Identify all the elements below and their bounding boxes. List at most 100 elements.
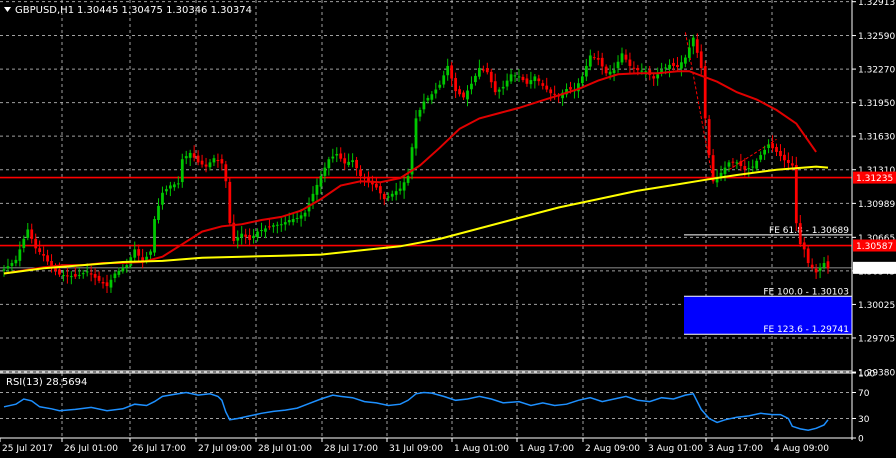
fibo-level-label: FE 123.6 - 1.29741 bbox=[763, 325, 849, 335]
candle-body bbox=[46, 255, 49, 262]
candle-body bbox=[153, 218, 156, 253]
candle-body bbox=[477, 68, 481, 77]
candle-body bbox=[771, 143, 774, 149]
moving-averages bbox=[3, 70, 829, 275]
candle-body bbox=[113, 273, 117, 279]
candle-body bbox=[632, 67, 636, 69]
candle-body bbox=[505, 80, 509, 87]
candle-body bbox=[561, 92, 564, 99]
candle-body bbox=[109, 279, 113, 288]
candle-body bbox=[664, 67, 667, 69]
time-tick-label: 26 Jul 17:00 bbox=[132, 444, 186, 454]
candle-body bbox=[533, 76, 537, 81]
candle-body bbox=[636, 67, 640, 71]
candle-body bbox=[719, 172, 723, 178]
candle-body bbox=[81, 273, 85, 275]
candle-body bbox=[497, 89, 501, 92]
candle-body bbox=[42, 254, 46, 256]
candle-body bbox=[390, 193, 394, 197]
time-tick-label: 2 Aug 09:00 bbox=[585, 444, 640, 454]
candle-body bbox=[347, 161, 351, 165]
candle-body bbox=[26, 229, 30, 238]
candle-body bbox=[541, 83, 545, 86]
candle-body bbox=[723, 167, 727, 174]
axis-frame bbox=[0, 0, 853, 440]
candle-body bbox=[438, 84, 442, 88]
time-tick-label: 3 Aug 17:00 bbox=[708, 444, 763, 454]
price-axis: 1.32913 1.32590 1.32270 1.31950 1.31630 1.313… bbox=[852, 0, 895, 379]
candle-body bbox=[319, 176, 323, 187]
candle-body bbox=[232, 222, 236, 242]
candle-body bbox=[644, 71, 648, 73]
candle-body bbox=[794, 164, 798, 224]
candle-body bbox=[763, 149, 767, 155]
candle-body bbox=[529, 80, 533, 85]
candle-body bbox=[359, 169, 362, 177]
candle-body bbox=[283, 222, 287, 225]
candle-body bbox=[699, 51, 703, 69]
candle-body bbox=[168, 185, 172, 189]
candle-body bbox=[295, 217, 299, 219]
price-tag-box bbox=[853, 239, 896, 252]
time-axis: 25 Jul 2017 26 Jul 01:00 26 Jul 17:00 27 Ju… bbox=[0, 438, 829, 454]
price-tags: 1.31235 1.30587 1.30374 bbox=[853, 171, 896, 274]
candle-body bbox=[125, 265, 129, 268]
candle-body bbox=[236, 237, 240, 241]
candle-body bbox=[54, 267, 57, 271]
price-tick-label: 1.31950 bbox=[858, 99, 895, 109]
candle-body bbox=[521, 76, 525, 81]
price-tick-label: 1.29380 bbox=[858, 369, 895, 379]
candle-body bbox=[759, 155, 763, 160]
candle-body bbox=[303, 212, 307, 217]
candles bbox=[2, 33, 830, 293]
candle-body bbox=[549, 89, 553, 94]
candle-body bbox=[489, 71, 493, 83]
candle-body bbox=[315, 184, 319, 195]
time-tick-label: 3 Aug 01:00 bbox=[648, 444, 703, 454]
candle-body bbox=[426, 97, 430, 101]
fibonacci-expansion: FE 61.8 - 1.30689 FE 100.0 - 1.30103 FE 12… bbox=[684, 32, 852, 335]
candle-body bbox=[402, 182, 406, 191]
candle-body bbox=[481, 69, 485, 71]
candle-body bbox=[149, 251, 152, 255]
candle-body bbox=[137, 249, 141, 256]
candle-body bbox=[240, 233, 244, 238]
header-arrow-icon[interactable] bbox=[4, 7, 11, 12]
candle-body bbox=[430, 94, 434, 100]
candle-body bbox=[410, 147, 414, 175]
candle-body bbox=[672, 62, 675, 66]
candle-body bbox=[826, 261, 830, 269]
candle-body bbox=[612, 70, 616, 74]
fibo-level-label: FE 100.0 - 1.30103 bbox=[763, 287, 849, 297]
candle-body bbox=[580, 76, 584, 84]
candle-body bbox=[802, 242, 806, 250]
candle-body bbox=[442, 75, 446, 85]
time-tick-label: 28 Jul 01:00 bbox=[258, 444, 312, 454]
candle-body bbox=[414, 118, 418, 149]
time-tick-label: 25 Jul 2017 bbox=[2, 444, 53, 454]
candle-body bbox=[466, 90, 469, 100]
candle-body bbox=[790, 163, 794, 166]
candle-body bbox=[165, 189, 168, 192]
candle-body bbox=[228, 181, 232, 224]
candle-body bbox=[287, 220, 291, 223]
header-symbol: GBPUSD,H1 bbox=[15, 5, 74, 16]
candle-body bbox=[660, 70, 664, 73]
candle-body bbox=[783, 154, 786, 161]
candle-body bbox=[161, 192, 164, 205]
candle-body bbox=[727, 162, 731, 167]
candle-body bbox=[327, 159, 331, 169]
candle-body bbox=[779, 150, 782, 157]
candle-body bbox=[600, 57, 604, 67]
moving-average-slow bbox=[3, 165, 829, 275]
candle-body bbox=[331, 156, 335, 159]
candle-body bbox=[18, 249, 22, 261]
candle-body bbox=[755, 160, 759, 169]
candle-body bbox=[22, 238, 26, 249]
candle-body bbox=[680, 62, 683, 69]
time-tick-label: 1 Aug 17:00 bbox=[519, 444, 574, 454]
candle-body bbox=[584, 65, 588, 77]
horizontal-lines bbox=[0, 176, 852, 269]
candle-body bbox=[279, 224, 283, 226]
